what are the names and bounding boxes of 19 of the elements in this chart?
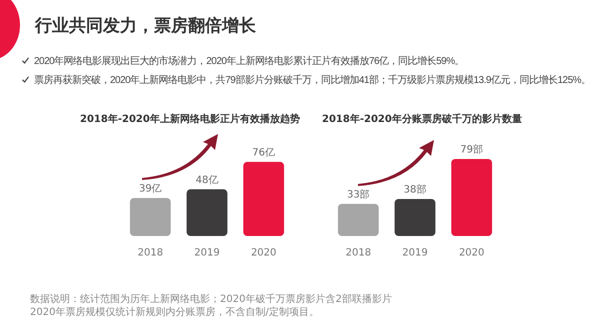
x-tick-label: 2019 [194, 248, 220, 259]
x-tick-label: 2018 [346, 248, 372, 259]
data-label: 76亿 [252, 147, 276, 158]
data-label: 38部 [404, 184, 426, 196]
x-tick-label: 2019 [402, 248, 428, 259]
x-tick-label: 2020 [458, 248, 484, 259]
text: 2020年票房规模仅统计新规则内分账票房，不含自制/定制项目。 [30, 306, 319, 319]
data-label: 48亿 [196, 174, 218, 186]
chart-title: 2018年-2020年分账票房破千万的影片数量 [322, 112, 522, 126]
text: 数据说明：统计范围为历年上新网络电影；2020年破千万票房影片含2部联播影片 [30, 292, 392, 306]
text: 2020年网络电影展现出巨大的市场潜力，2020年上新网络电影累计正片有效播放76亿，同比增长59%。 [34, 54, 464, 68]
data-label: 79部 [460, 144, 484, 156]
data-label: 39亿 [138, 184, 162, 195]
text: 票房再获新突破，2020年上新网络电影中，共79部影片分账破千万，同比增加41部；千万级影片票房规模13.9亿元，同比增长125%。 [34, 74, 591, 87]
x-tick-label: 2018 [138, 248, 164, 259]
data-label: 33部 [346, 188, 370, 200]
chart-title: 2018年-2020年上新网络电影正片有效播放趋势 [80, 112, 300, 126]
text: 行业共同发力，票房翻倍增长 [35, 15, 256, 37]
x-tick-label: 2020 [250, 248, 276, 259]
